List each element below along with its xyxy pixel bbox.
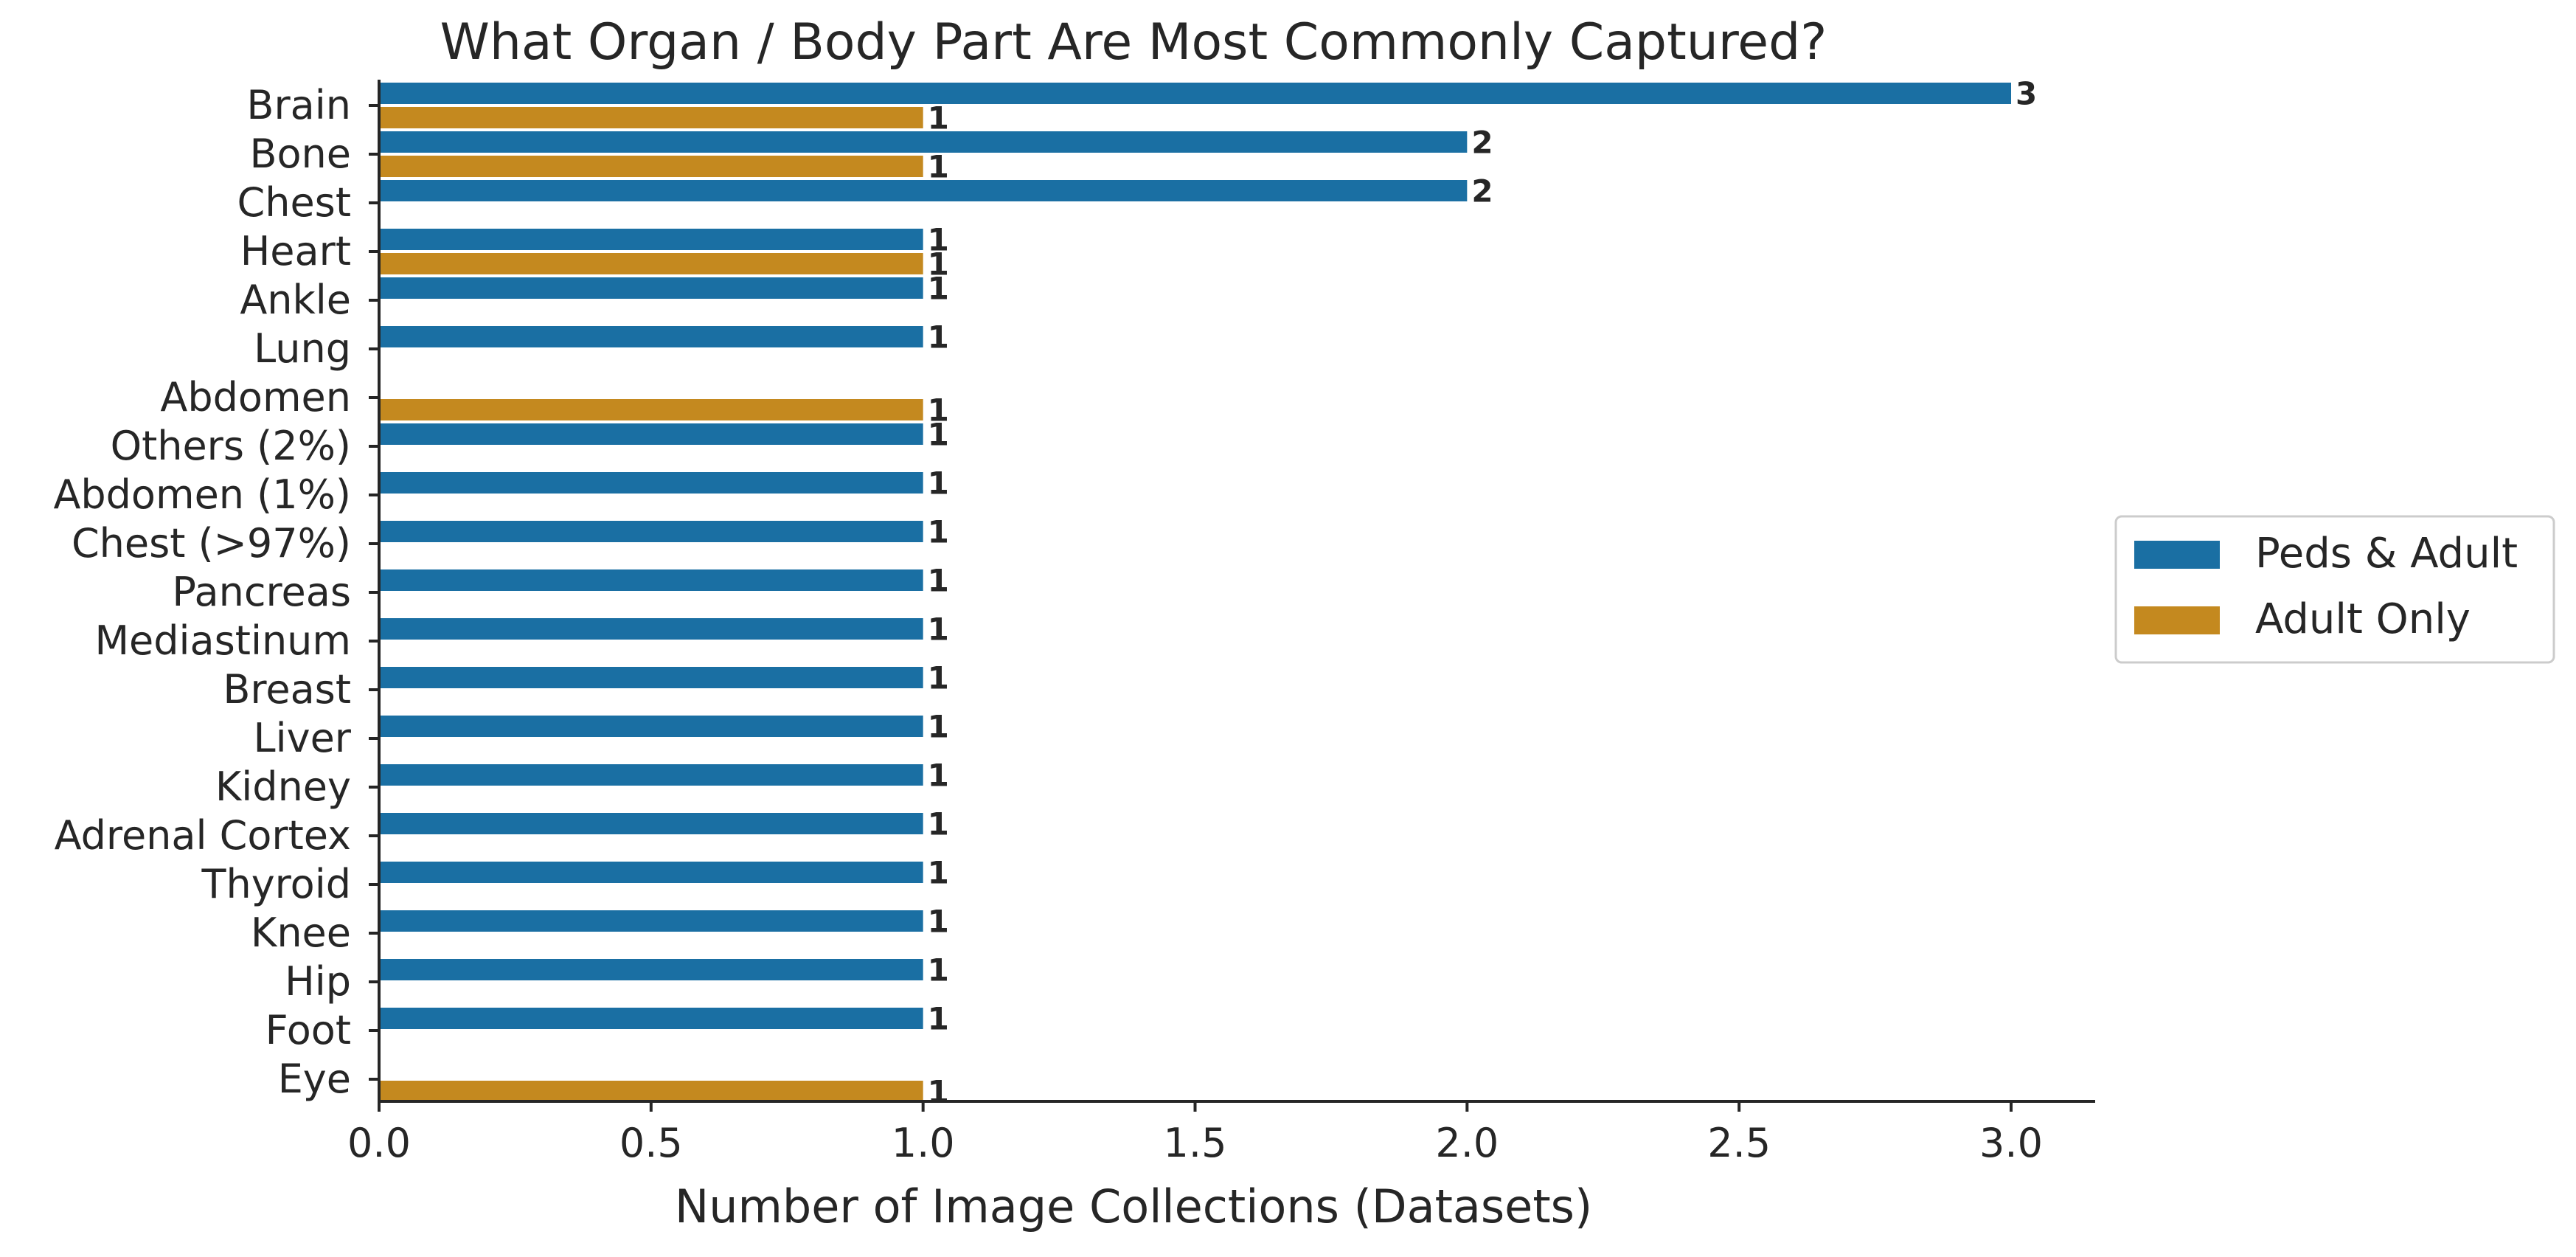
legend-frame — [2114, 515, 2555, 664]
y-axis: BrainBoneChestHeartAnkleLungAbdomenOther… — [53, 80, 381, 1102]
data-label-peds-adult-adrenal-cortex: 1 — [928, 806, 949, 842]
legend-swatch-peds-adult — [2134, 541, 2220, 569]
bar-peds-adult-adrenal-cortex — [379, 813, 923, 834]
y-tick-label-chest-97: Chest (>97%) — [72, 520, 351, 567]
y-tick-label-foot: Foot — [265, 1007, 351, 1053]
bar-peds-adult-breast — [379, 667, 923, 688]
data-label-peds-adult-thyroid: 1 — [928, 855, 949, 891]
y-tick-label-brain: Brain — [246, 82, 351, 128]
y-tick-label-chest: Chest — [237, 179, 351, 226]
y-tick-label-ankle: Ankle — [240, 277, 351, 323]
data-label-peds-adult-pancreas: 1 — [928, 563, 949, 599]
data-label-peds-adult-breast: 1 — [928, 660, 949, 696]
data-label-peds-adult-others-2: 1 — [928, 417, 949, 453]
y-tick-label-pancreas: Pancreas — [172, 569, 351, 615]
y-tick-label-kidney: Kidney — [215, 763, 351, 810]
legend: Peds & Adult Adult Only — [2114, 515, 2555, 664]
y-tick-label-others-2: Others (2%) — [111, 423, 351, 469]
data-label-peds-adult-brain: 3 — [2016, 76, 2037, 112]
y-tick-label-abdomen-1: Abdomen (1%) — [53, 471, 351, 518]
data-label-peds-adult-ankle: 1 — [928, 271, 949, 307]
data-label-peds-adult-lung: 1 — [928, 319, 949, 356]
x-tick-label-2-0: 2.0 — [1435, 1120, 1499, 1166]
data-label-peds-adult-chest-97: 1 — [928, 514, 949, 550]
bar-adult-only-heart — [379, 253, 923, 274]
y-tick-label-thyroid: Thyroid — [201, 861, 352, 907]
data-label-peds-adult-bone: 2 — [1471, 125, 1493, 161]
data-label-adult-only-brain: 1 — [928, 100, 949, 136]
data-label-adult-only-abdomen: 1 — [928, 392, 949, 429]
legend-label-adult-only: Adult Only — [2255, 595, 2471, 643]
y-tick-label-eye: Eye — [278, 1056, 351, 1102]
data-label-peds-adult-heart: 1 — [928, 222, 949, 258]
y-tick-label-lung: Lung — [254, 325, 351, 372]
x-tick-label-0-0: 0.0 — [347, 1120, 411, 1166]
y-tick-label-liver: Liver — [254, 715, 352, 761]
bars-layer — [379, 83, 2011, 1102]
y-tick-label-abdomen: Abdomen — [160, 374, 351, 420]
bar-peds-adult-mediastinum — [379, 618, 923, 640]
x-tick-label-2-5: 2.5 — [1707, 1120, 1771, 1166]
bar-peds-adult-abdomen-1 — [379, 472, 923, 494]
y-tick-label-knee: Knee — [251, 910, 351, 956]
bar-peds-adult-bone — [379, 131, 1468, 153]
data-label-adult-only-eye: 1 — [928, 1074, 949, 1110]
x-tick-label-3-0: 3.0 — [1979, 1120, 2043, 1166]
data-label-peds-adult-abdomen-1: 1 — [928, 465, 949, 502]
bar-adult-only-abdomen — [379, 399, 923, 420]
bar-peds-adult-lung — [379, 326, 923, 347]
y-tick-label-adrenal-cortex: Adrenal Cortex — [55, 812, 351, 859]
data-label-peds-adult-foot: 1 — [928, 1001, 949, 1037]
bar-adult-only-bone — [379, 156, 923, 177]
data-label-peds-adult-mediastinum: 1 — [928, 612, 949, 648]
data-label-peds-adult-chest: 2 — [1471, 173, 1493, 210]
y-tick-label-hip: Hip — [285, 958, 351, 1005]
x-axis: 0.0 0.5 1.0 1.5 2.0 2.5 3.0 — [347, 1100, 2095, 1166]
y-tick-label-heart: Heart — [240, 228, 351, 274]
bar-peds-adult-kidney — [379, 764, 923, 786]
data-label-peds-adult-kidney: 1 — [928, 758, 949, 794]
bar-peds-adult-chest-97 — [379, 521, 923, 542]
bar-peds-adult-thyroid — [379, 862, 923, 883]
bar-peds-adult-liver — [379, 716, 923, 737]
bar-peds-adult-others-2 — [379, 423, 923, 445]
data-label-adult-only-bone: 1 — [928, 149, 949, 185]
bar-peds-adult-ankle — [379, 277, 923, 299]
bar-peds-adult-brain — [379, 83, 2011, 104]
data-label-peds-adult-hip: 1 — [928, 952, 949, 988]
y-tick-label-breast: Breast — [223, 666, 351, 713]
x-tick-label-1-5: 1.5 — [1164, 1120, 1227, 1166]
x-tick-label-1-0: 1.0 — [892, 1120, 955, 1166]
bar-peds-adult-foot — [379, 1008, 923, 1029]
data-label-peds-adult-knee: 1 — [928, 904, 949, 940]
y-tick-label-bone: Bone — [249, 131, 351, 177]
data-label-peds-adult-liver: 1 — [928, 709, 949, 745]
chart-title: What Organ / Body Part Are Most Commonly… — [440, 13, 1827, 72]
bar-peds-adult-knee — [379, 910, 923, 932]
bar-peds-adult-chest — [379, 180, 1468, 201]
bar-peds-adult-heart — [379, 229, 923, 250]
bar-peds-adult-pancreas — [379, 569, 923, 591]
legend-swatch-adult-only — [2134, 606, 2220, 634]
x-tick-label-0-5: 0.5 — [619, 1120, 683, 1166]
bar-adult-only-eye — [379, 1081, 923, 1102]
y-tick-label-mediastinum: Mediastinum — [94, 617, 351, 664]
data-label-adult-only-heart: 1 — [928, 246, 949, 283]
legend-label-peds-adult: Peds & Adult — [2255, 530, 2518, 578]
bar-peds-adult-hip — [379, 959, 923, 980]
x-axis-title: Number of Image Collections (Datasets) — [675, 1180, 1592, 1233]
bar-adult-only-brain — [379, 107, 923, 128]
